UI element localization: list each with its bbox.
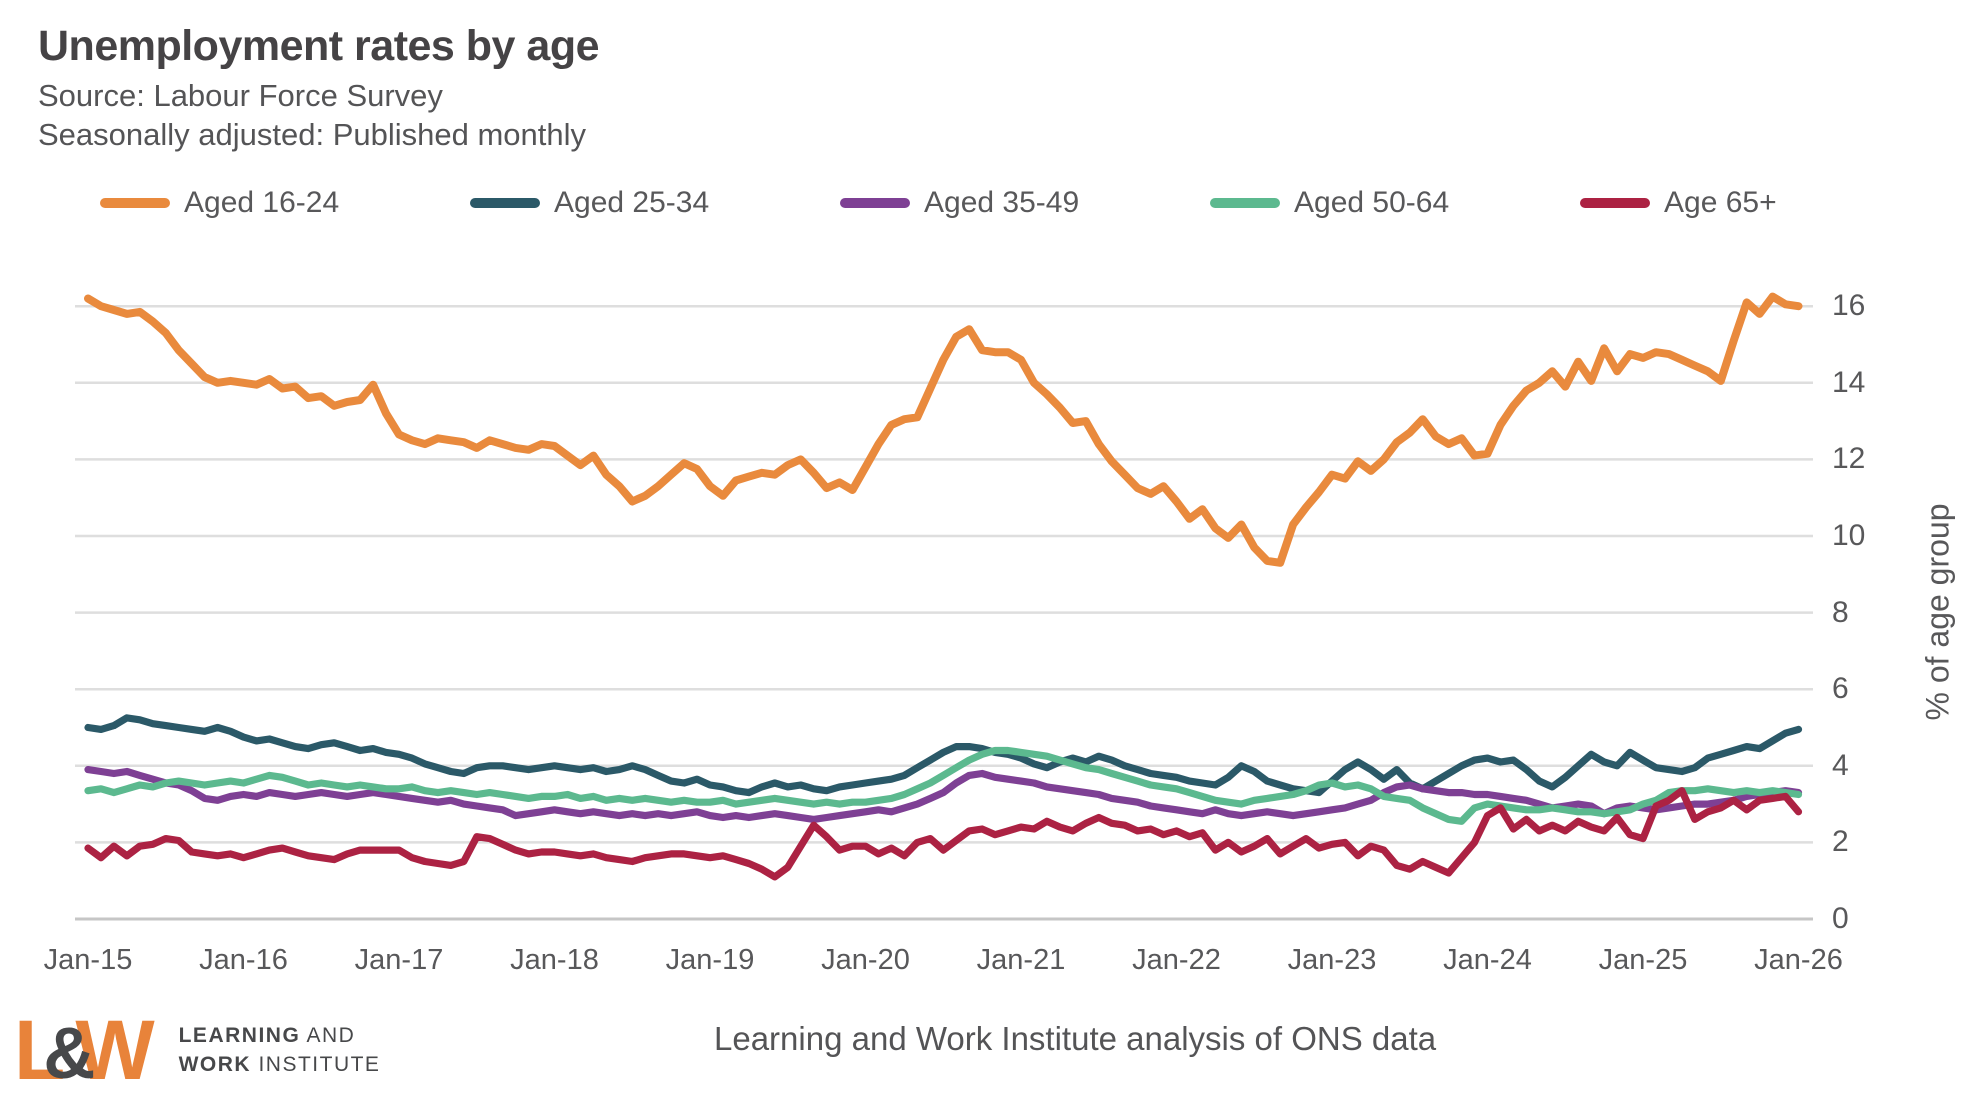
logo-letter-w: W <box>75 1003 154 1097</box>
series-line-aged-25-34 <box>84 714 1803 797</box>
chart-source-subtitle: Source: Labour Force Survey <box>38 78 443 113</box>
y-axis-title: % of age group <box>1919 503 1956 721</box>
logo-ampersand: & <box>43 1014 96 1094</box>
legend-label: Aged 16-24 <box>184 186 340 219</box>
legend-label: Aged 50-64 <box>1294 186 1450 219</box>
y-tick-label: 8 <box>1832 595 1849 629</box>
x-tick-label: Jan-26 <box>1754 944 1843 976</box>
y-tick-label: 0 <box>1832 902 1849 935</box>
x-tick-label: Jan-24 <box>1443 944 1532 976</box>
series-line-aged-16-24 <box>84 292 1803 567</box>
legend-item-aged-25-34: Aged 25-34 <box>470 184 709 222</box>
legend-swatch-icon <box>100 198 170 208</box>
series-line-age-65- <box>84 787 1803 881</box>
y-tick-label: 12 <box>1832 442 1866 476</box>
y-tick-label: 16 <box>1832 289 1866 323</box>
legend-swatch-icon <box>840 198 910 208</box>
y-tick-label: 6 <box>1832 672 1849 706</box>
y-tick-label: 14 <box>1832 365 1866 399</box>
attribution-text: Learning and Work Institute analysis of … <box>714 1020 1437 1057</box>
x-tick-label: Jan-15 <box>43 944 133 976</box>
legend-swatch-icon <box>1210 198 1280 208</box>
legend-swatch-icon <box>1580 198 1650 208</box>
x-tick-label: Jan-21 <box>976 944 1066 976</box>
lw-logo-mark: L & W <box>14 1003 155 1097</box>
legend-item-aged-16-24: Aged 16-24 <box>100 184 339 222</box>
legend-label: Age 65+ <box>1664 186 1777 219</box>
x-tick-label: Jan-22 <box>1132 944 1221 976</box>
logo-wordmark: LEARNING AND WORK INSTITUTE <box>179 1021 381 1080</box>
legend-item-aged-50-64: Aged 50-64 <box>1210 184 1449 222</box>
y-tick-label: 4 <box>1832 748 1849 782</box>
logo-wordmark-line1: LEARNING AND <box>178 1023 356 1047</box>
x-tick-label: Jan-16 <box>199 944 288 976</box>
x-tick-label: Jan-20 <box>821 944 910 976</box>
x-tick-label: Jan-25 <box>1598 944 1688 976</box>
page-title: Unemployment rates by age <box>38 22 600 70</box>
logo-wordmark-line2: WORK INSTITUTE <box>178 1053 381 1076</box>
learning-and-work-institute-logo: L & W LEARNING AND WORK INSTITUTE <box>14 1008 380 1092</box>
logo-letter-l: L <box>14 1003 65 1097</box>
y-tick-label: 10 <box>1832 519 1866 552</box>
x-tick-label: Jan-18 <box>510 944 599 976</box>
legend-label: Aged 25-34 <box>554 186 710 219</box>
legend-swatch-icon <box>470 198 540 208</box>
legend-label: Aged 35-49 <box>924 186 1080 219</box>
legend-item-aged-35-49: Aged 35-49 <box>840 184 1079 222</box>
x-tick-label: Jan-19 <box>665 944 755 976</box>
series-line-aged-35-49 <box>84 765 1803 824</box>
series-line-aged-50-64 <box>84 746 1803 825</box>
chart-note-subtitle: Seasonally adjusted: Published monthly <box>38 117 587 152</box>
legend-item-age-65-: Age 65+ <box>1580 184 1777 222</box>
x-tick-label: Jan-17 <box>354 944 444 976</box>
y-tick-label: 2 <box>1832 825 1849 859</box>
x-tick-label: Jan-23 <box>1287 944 1377 976</box>
